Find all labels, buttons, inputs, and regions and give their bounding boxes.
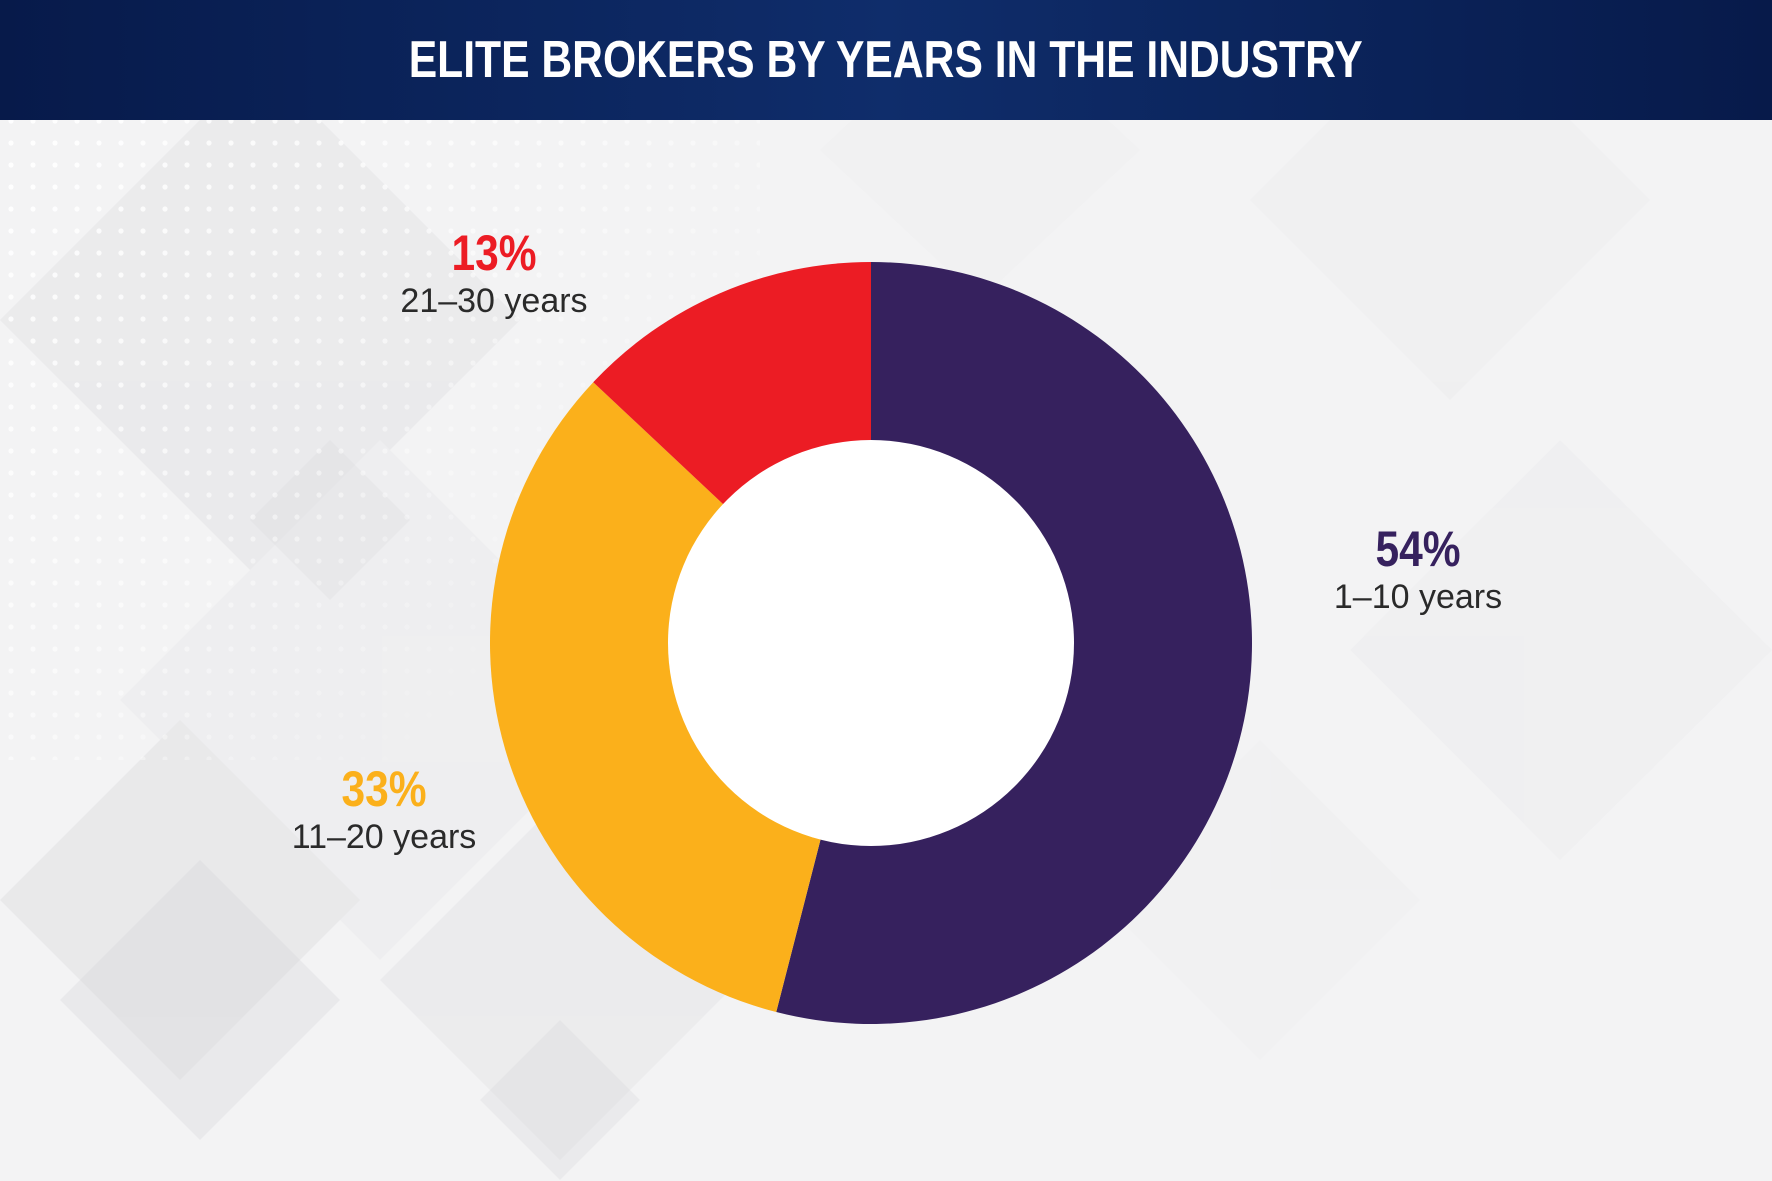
slice-category-label: 11–20 years: [291, 818, 477, 856]
slice-category-label: 21–30 years: [400, 282, 588, 320]
chart-title: ELITE BROKERS BY YEARS IN THE INDUSTRY: [408, 31, 1364, 89]
slice-label-21-30-years: 13% 21–30 years: [374, 226, 614, 322]
slice-value-label: 33%: [341, 761, 427, 817]
slice-value-label: 13%: [451, 225, 537, 281]
slice-label-11-20-years: 33% 11–20 years: [264, 762, 504, 858]
slice-category-label: 1–10 years: [1333, 578, 1503, 616]
slice-value-label: 54%: [1375, 521, 1461, 577]
slice-label-1-10-years: 54% 1–10 years: [1318, 522, 1518, 618]
donut-hole: [668, 440, 1074, 846]
header-bar: ELITE BROKERS BY YEARS IN THE INDUSTRY: [0, 0, 1772, 120]
